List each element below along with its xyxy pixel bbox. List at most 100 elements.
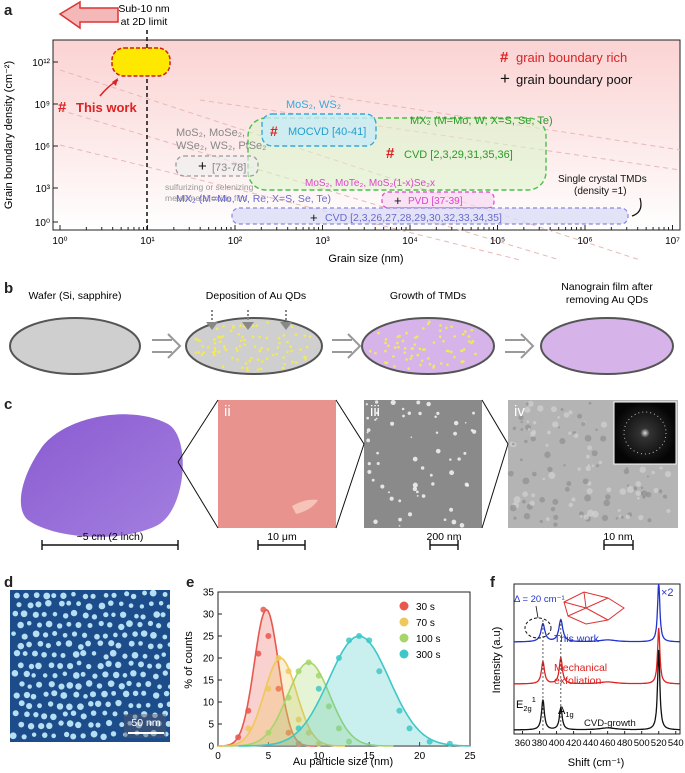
qd-spot [154,654,160,660]
qd-spot [58,683,65,690]
au-qd-dot [453,355,456,359]
x-tick-label: 440 [583,738,599,749]
qd-spot [82,612,89,619]
qd-spot [153,611,161,618]
tem-grain [626,484,630,487]
qd-spot [41,651,47,658]
limit-label-2: at 2D limit [121,16,168,28]
y-tick-label: 25 [203,632,215,643]
cvd-label: CVD [2,3,29,31,35,36] [404,149,513,161]
qd-spot [128,660,134,666]
au-qd-dot [271,353,275,357]
tem-grain [639,466,646,473]
y-tick-label: 15 [203,676,215,687]
au-qd-dot [396,335,399,339]
tem-grain [544,451,551,458]
y-tick-label: 10¹² [32,58,50,69]
qd-spot [139,604,145,609]
au-qd-dot [453,335,456,338]
qd-spot [41,732,48,738]
tem-grain [564,486,570,492]
mocvd-label: MOCVD [40-41] [288,126,366,138]
au-qd-dots [194,321,312,372]
x-tick-label: 0 [215,751,221,762]
au-qd-dot [303,355,307,359]
tem-grain [513,496,521,504]
au-qd-dot [299,348,302,351]
tem-grain [596,464,600,468]
qd-spot [56,641,62,647]
series-line [217,657,345,747]
tem-grain [600,421,608,428]
au-qd-dot [244,362,248,365]
au-qd-dot [241,335,244,339]
tem-grain [582,478,589,485]
qd-spot [66,703,73,711]
qd-spot [163,690,170,697]
au-qd-dot [420,359,424,363]
tem-grain [539,497,546,503]
y-tick-label: 0 [208,742,214,753]
qd-spot [51,690,58,697]
qd-spot [42,673,48,678]
series-fill [218,658,345,746]
data-point [305,659,312,666]
qd-spot [20,610,28,618]
au-qd-dot [256,358,260,361]
sem-particle [418,411,422,416]
au-qd-dot [470,328,474,332]
ylabel-a: Grain boundary density (cm⁻²) [3,61,15,209]
tem-grain [511,442,515,446]
qd-spot [26,641,32,648]
qd-micrograph: 50 nm [10,590,170,742]
tem-grain [579,511,584,517]
qd-spot [122,673,128,678]
au-qd-dot [304,358,307,361]
tem-grain [557,416,560,419]
au-qd-dot [236,349,239,353]
qd-spot [21,734,27,740]
x-tick-label: 15 [364,751,376,762]
pvd-materials: MoS₂, MoTe₂, MoS₂(1-x)Se₂x [305,178,435,189]
qd-spot [115,699,122,707]
sem-particle [371,478,375,482]
qd-spot [90,710,97,716]
tem-grain [563,464,566,467]
qd-spot [118,601,124,607]
au-qd-dot [405,358,408,361]
qd-spot [43,592,51,600]
sulf-symbol: + [198,158,207,175]
qd-spot [145,680,152,687]
au-qd-dot [196,338,199,342]
au-qd-dot [194,337,197,341]
process-schematic: Wafer (Si, sapphire) Deposition of Au QD… [9,281,674,375]
qd-spot [105,660,112,667]
sem-particle [375,411,379,415]
au-qd-dot [242,324,246,328]
au-qd-dot [248,359,252,363]
qd-spot [37,703,42,709]
au-qd-dot [446,363,449,366]
tem-grain [666,508,671,514]
qd-spot [45,599,52,607]
qd-spot [77,644,84,650]
tem-grain [591,450,598,457]
au-qd-dot [255,324,259,327]
x-tick-label: 360 [515,738,531,749]
tem-grain [646,475,649,478]
au-qd-dot [223,346,227,350]
au-qd-dot [243,338,246,342]
tem-grain [542,477,546,481]
qd-spot [138,641,143,646]
tem-grain [545,443,549,447]
au-qd-dot [213,346,217,350]
x-tick-label: 10⁴ [402,236,417,247]
qd-spot [23,691,31,699]
au-qd-dot [384,349,387,353]
au-qd-dot [392,355,395,358]
x-tick-label: 400 [549,738,565,749]
tem-grain [663,494,668,499]
qd-spot [103,593,109,598]
au-qd-dot [261,360,264,363]
au-qd-dot [221,365,225,369]
